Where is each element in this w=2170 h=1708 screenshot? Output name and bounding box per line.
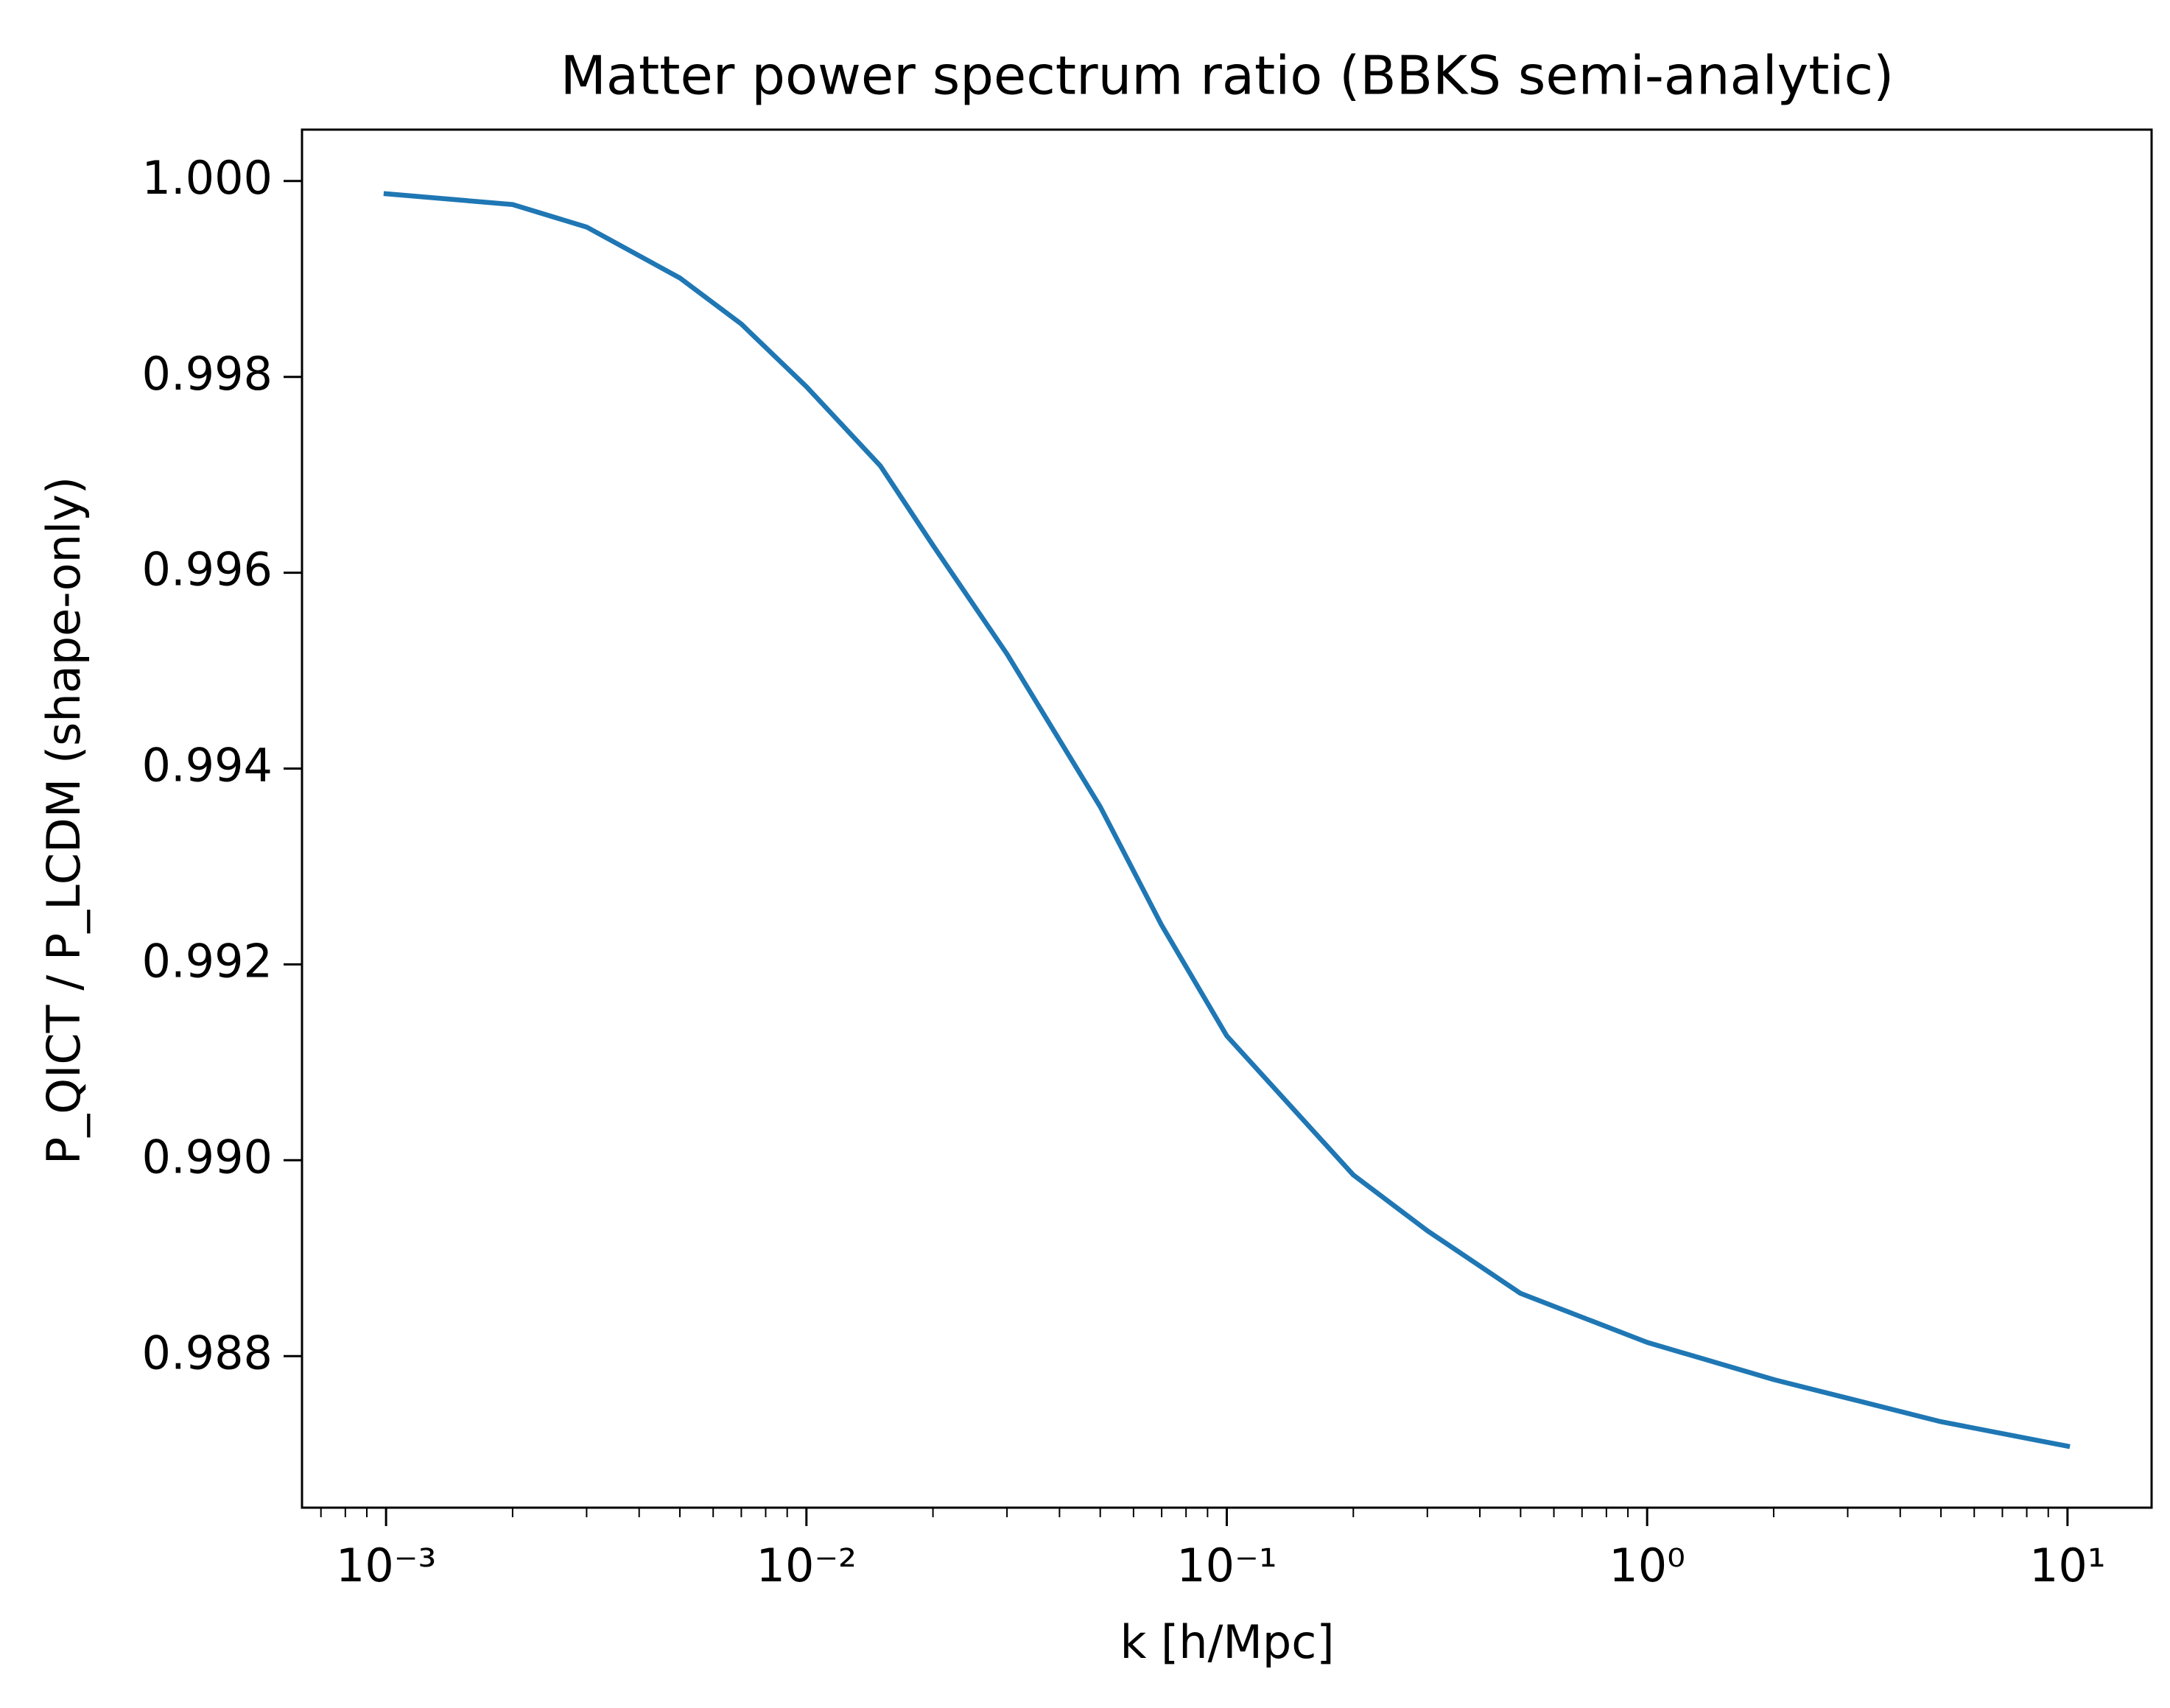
x-axis-label: k [h/Mpc]: [1120, 1615, 1334, 1669]
y-tick-label: 0.994: [142, 739, 273, 793]
y-tick-label: 0.988: [142, 1326, 273, 1380]
x-tick-label: 10⁻¹: [1176, 1539, 1277, 1592]
y-tick-label: 0.992: [142, 934, 273, 988]
y-tick-label: 0.998: [142, 347, 273, 401]
chart-title: Matter power spectrum ratio (BBKS semi-a…: [561, 45, 1894, 107]
y-tick-label: 0.990: [142, 1130, 273, 1184]
x-tick-label: 10⁻³: [336, 1539, 436, 1592]
x-tick-label: 10¹: [2029, 1539, 2106, 1592]
plot-frame: [301, 128, 2153, 1509]
y-tick-label: 1.000: [142, 151, 273, 205]
y-tick-label: 0.996: [142, 543, 273, 597]
x-tick-label: 10⁻²: [756, 1539, 857, 1592]
x-tick-label: 10⁰: [1609, 1539, 1685, 1592]
line-series: [383, 191, 2071, 1449]
y-axis-label: P_QICT / P_LCDM (shape-only): [37, 477, 91, 1164]
